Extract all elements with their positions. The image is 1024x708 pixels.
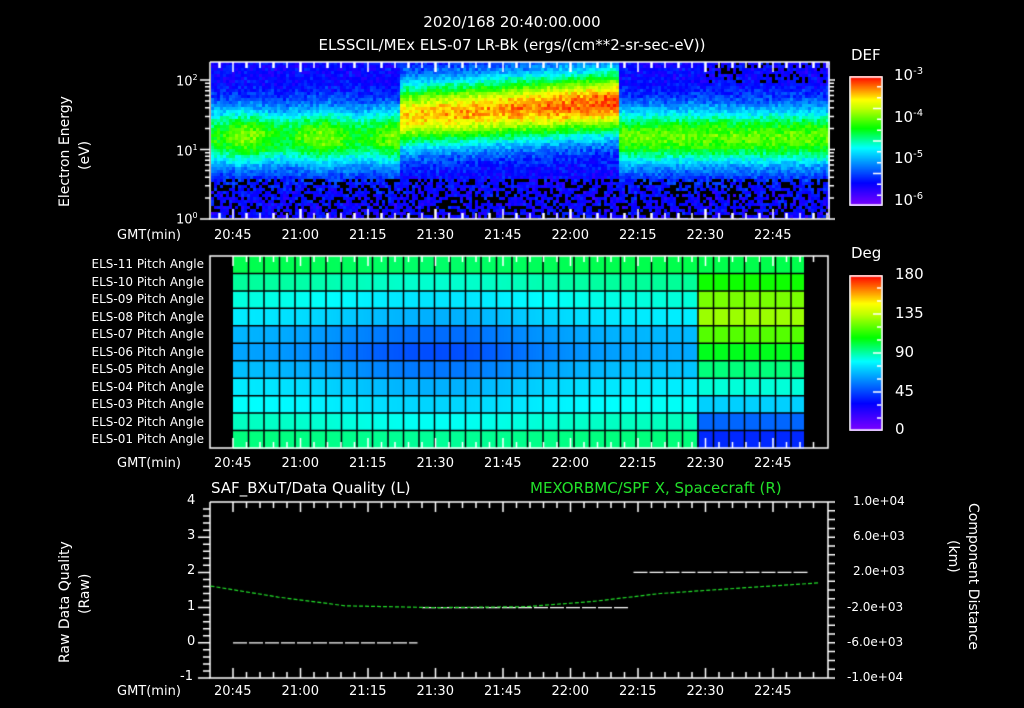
- time-tick-label: 21:45: [484, 684, 522, 699]
- right-y-tick: 2.0e+03: [853, 564, 905, 579]
- time-axis-label-3: GMT(min): [117, 684, 181, 699]
- pitch-angle-heatmap: [208, 254, 830, 450]
- pitch-angle-row-label: ELS-08 Pitch Angle: [91, 309, 204, 324]
- left-y-tick: 4: [187, 493, 196, 508]
- energy-tick-10: 101: [176, 143, 198, 160]
- plot-title: ELSSCIL/MEx ELS-07 LR-Bk (ergs/(cm**2-sr…: [318, 36, 706, 54]
- right-series-title: MEXORBMC/SPF X, Spacecraft (R): [530, 479, 782, 497]
- left-axis-label: Raw Data Quality: [57, 541, 73, 663]
- pitch-angle-row-label: ELS-07 Pitch Angle: [91, 327, 204, 341]
- time-tick-label: 22:00: [551, 228, 589, 243]
- time-axis-label-2: GMT(min): [117, 456, 181, 471]
- pitch-angle-row-label: ELS-09 Pitch Angle: [91, 292, 204, 306]
- pitch-angle-row-label: ELS-03 Pitch Angle: [91, 397, 204, 411]
- energy-axis-unit: (eV): [77, 140, 93, 170]
- plot-timestamp: 2020/168 20:40:00.000: [423, 13, 601, 31]
- left-y-tick: 3: [187, 528, 196, 544]
- pitch-angle-row-label: ELS-01 Pitch Angle: [91, 432, 204, 446]
- deg-colorbar: [849, 275, 883, 431]
- time-tick-label: 22:15: [619, 684, 657, 699]
- deg-tick-135: 135: [895, 304, 924, 322]
- right-y-tick: 6.0e+03: [853, 529, 905, 544]
- deg-colorbar-label: Deg: [851, 244, 882, 262]
- time-tick-label: 21:15: [349, 684, 387, 699]
- right-y-tick: 1.0e+04: [853, 494, 905, 508]
- pitch-angle-row-label: ELS-05 Pitch Angle: [91, 362, 204, 376]
- energy-axis-label: Electron Energy: [57, 96, 73, 207]
- deg-tick-45: 45: [895, 382, 915, 400]
- time-tick-label: 21:00: [281, 456, 319, 471]
- def-tick-1e-4: 10-4: [894, 108, 924, 126]
- time-tick-label: 21:30: [416, 684, 454, 699]
- right-axis-label: Component Distance: [965, 503, 981, 650]
- time-tick-label: 22:45: [754, 684, 792, 699]
- def-tick-1e-5: 10-5: [894, 149, 924, 167]
- time-tick-label: 21:45: [484, 228, 522, 243]
- time-tick-label: 22:45: [754, 228, 792, 243]
- time-tick-label: 22:30: [686, 456, 724, 471]
- time-axis-label-1: GMT(min): [117, 228, 181, 243]
- time-tick-label: 21:15: [349, 228, 387, 243]
- left-y-tick: 0: [187, 633, 196, 649]
- time-tick-label: 20:45: [214, 684, 252, 699]
- time-tick-label: 21:30: [416, 456, 454, 471]
- time-tick-label: 20:45: [214, 228, 252, 243]
- time-tick-label: 21:45: [484, 456, 522, 471]
- left-y-tick: 1: [187, 598, 196, 614]
- pitch-angle-row-label: ELS-04 Pitch Angle: [91, 379, 204, 394]
- left-y-tick: -1: [180, 669, 193, 684]
- def-colorbar-label: DEF: [851, 46, 881, 64]
- time-tick-label: 20:45: [214, 456, 252, 471]
- left-axis-unit: (Raw): [77, 573, 93, 614]
- time-tick-label: 22:45: [754, 456, 792, 471]
- data-quality-line-plot: [195, 495, 835, 685]
- deg-tick-180: 180: [895, 265, 924, 283]
- time-tick-label: 21:00: [281, 228, 319, 243]
- right-axis-unit: (km): [945, 540, 961, 573]
- right-y-tick: -1.0e+04: [847, 670, 904, 684]
- def-colorbar: [849, 76, 883, 206]
- pitch-angle-row-label: ELS-10 Pitch Angle: [91, 274, 204, 289]
- def-tick-1e-6: 10-6: [894, 191, 924, 209]
- time-tick-label: 22:15: [619, 228, 657, 243]
- pitch-angle-row-label: ELS-06 Pitch Angle: [91, 344, 204, 359]
- time-tick-label: 22:15: [619, 456, 657, 471]
- time-tick-label: 22:30: [686, 228, 724, 243]
- pitch-angle-row-label: ELS-11 Pitch Angle: [91, 257, 204, 271]
- time-tick-label: 22:00: [551, 684, 589, 699]
- time-tick-label: 21:15: [349, 456, 387, 471]
- pitch-angle-row-label: ELS-02 Pitch Angle: [91, 414, 204, 429]
- deg-tick-90: 90: [895, 343, 915, 361]
- left-series-title: SAF_BXuT/Data Quality (L): [211, 479, 411, 497]
- energy-tick-100: 102: [176, 73, 198, 90]
- right-y-tick: -6.0e+03: [847, 634, 904, 649]
- right-y-tick: -2.0e+03: [847, 599, 904, 614]
- time-tick-label: 21:30: [416, 228, 454, 243]
- def-tick-1e-3: 10-3: [894, 66, 924, 84]
- time-tick-label: 21:00: [281, 684, 319, 699]
- time-tick-label: 22:00: [551, 456, 589, 471]
- left-y-tick: 2: [187, 563, 196, 579]
- time-tick-label: 22:30: [686, 684, 724, 699]
- spectrogram-axes: [195, 55, 835, 225]
- energy-tick-1: 100: [176, 211, 198, 228]
- deg-tick-0: 0: [895, 420, 905, 438]
